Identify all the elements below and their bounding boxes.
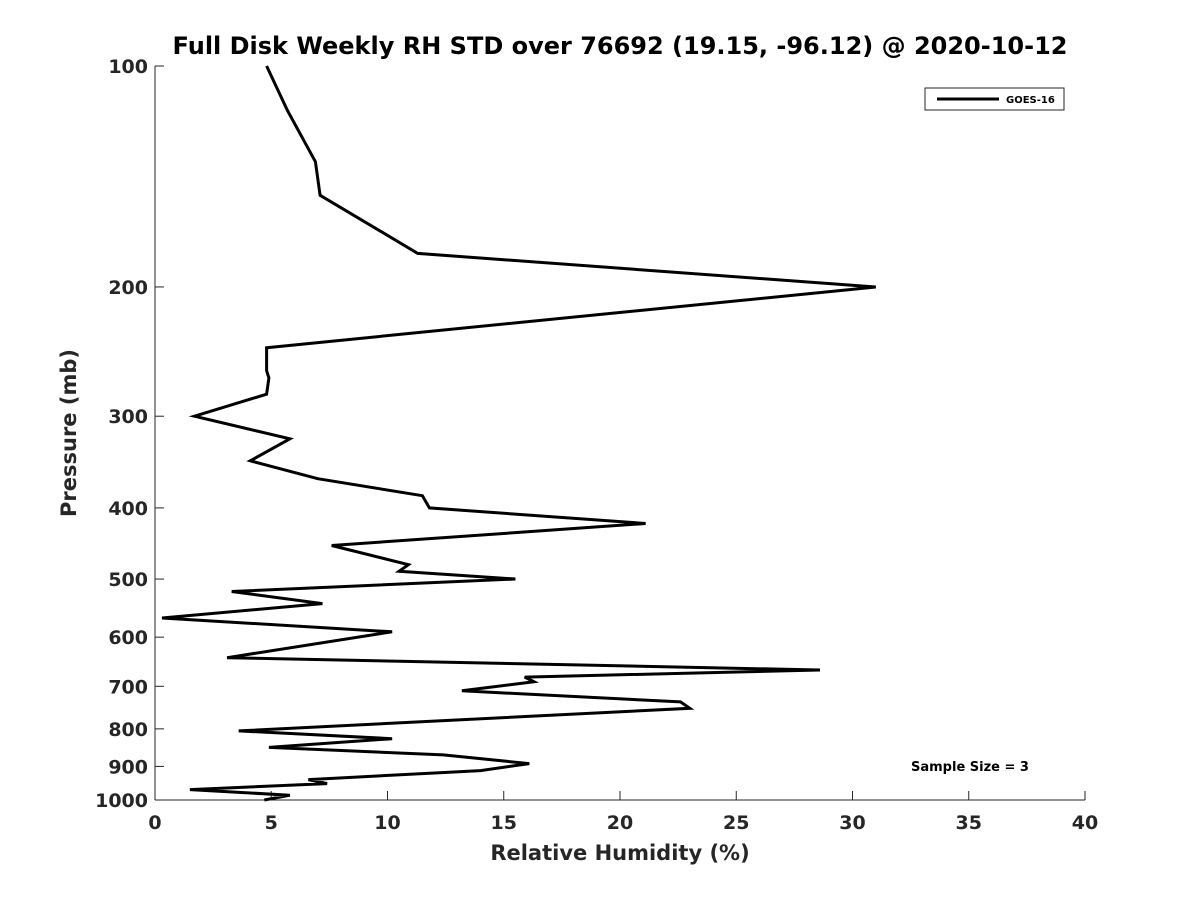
- series-layer: [161, 65, 876, 802]
- y-tick-label: 600: [108, 627, 148, 649]
- chart-title: Full Disk Weekly RH STD over 76692 (19.1…: [173, 32, 1068, 60]
- x-tick-label: 25: [723, 812, 749, 834]
- y-tick-label: 1000: [95, 790, 148, 812]
- y-tick-label: 800: [108, 719, 148, 741]
- y-axis-label: Pressure (mb): [57, 349, 81, 517]
- sample-size-annotation: Sample Size = 3: [911, 760, 1029, 775]
- legend: GOES-16: [924, 87, 1065, 111]
- x-tick-label: 5: [265, 812, 278, 834]
- x-tick-label: 40: [1072, 812, 1098, 834]
- y-tick-label: 400: [108, 498, 148, 520]
- x-tick-label: 35: [956, 812, 982, 834]
- y-ticks: 100 200 300 400 500 600 700 800 900 1000: [95, 56, 164, 812]
- y-tick-label: 200: [108, 277, 148, 299]
- y-tick-label: 300: [108, 406, 148, 428]
- x-tick-label: 10: [374, 812, 400, 834]
- y-tick-label: 500: [108, 569, 148, 591]
- legend-label: GOES-16: [1006, 95, 1055, 106]
- x-tick-label: 30: [839, 812, 865, 834]
- x-ticks: 0 5 10 15 20 25 30 35 40: [148, 791, 1098, 834]
- y-tick-label: 900: [108, 756, 148, 778]
- y-tick-label: 700: [108, 676, 148, 698]
- y-tick-label: 100: [108, 56, 148, 78]
- x-tick-label: 15: [491, 812, 517, 834]
- x-axis-label: Relative Humidity (%): [490, 841, 749, 865]
- x-tick-label: 0: [148, 812, 161, 834]
- series-line-goes-16: [161, 65, 876, 802]
- x-tick-label: 20: [607, 812, 633, 834]
